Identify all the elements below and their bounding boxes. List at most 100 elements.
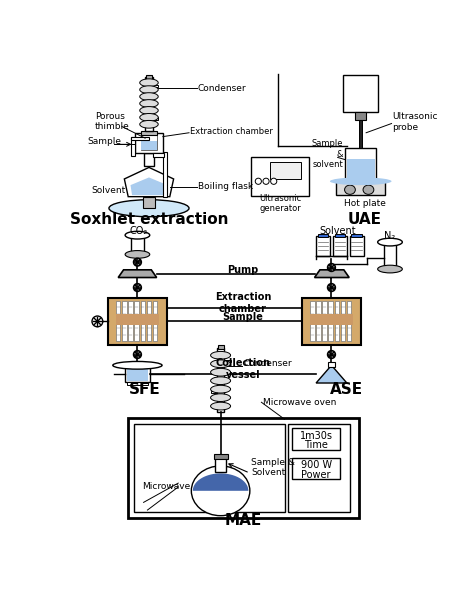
Bar (125, 365, 150, 382)
Text: Pump: Pump (228, 265, 258, 275)
Bar (328, 301, 333, 342)
Bar (153, 301, 157, 342)
Ellipse shape (271, 178, 277, 184)
Ellipse shape (210, 368, 231, 376)
Text: Collection
vessel: Collection vessel (215, 358, 271, 380)
Bar (356, 112, 366, 120)
Ellipse shape (255, 178, 261, 184)
Text: Ultrasonic
generator: Ultrasonic generator (260, 194, 302, 213)
Bar (140, 301, 145, 342)
Ellipse shape (378, 265, 402, 273)
Text: CO₂: CO₂ (130, 225, 148, 235)
Ellipse shape (134, 350, 141, 358)
Bar (140, 135, 157, 151)
Bar (328, 362, 335, 367)
Bar (384, 242, 396, 269)
Bar (135, 133, 163, 153)
Bar (350, 236, 364, 256)
Text: SFE: SFE (129, 382, 161, 397)
Bar (163, 152, 167, 197)
Bar (214, 454, 228, 459)
Text: N₂: N₂ (384, 231, 396, 241)
Ellipse shape (92, 316, 103, 327)
Polygon shape (315, 270, 349, 278)
Bar (153, 85, 158, 87)
Text: Condenser: Condenser (198, 84, 246, 93)
Ellipse shape (263, 178, 269, 184)
Bar (134, 424, 284, 512)
Bar (359, 120, 362, 148)
Bar (141, 141, 157, 149)
Text: Sample: Sample (87, 138, 121, 146)
Bar (215, 456, 226, 471)
Bar (346, 148, 376, 181)
Bar (144, 153, 155, 166)
Bar (122, 301, 127, 342)
Ellipse shape (140, 107, 158, 114)
Bar (310, 301, 315, 342)
Bar (131, 235, 144, 254)
Bar (146, 75, 152, 79)
Bar (217, 348, 225, 412)
Text: UAE: UAE (347, 212, 382, 227)
Text: Porous
thimble: Porous thimble (95, 111, 130, 131)
Ellipse shape (113, 362, 162, 369)
Bar (145, 77, 153, 131)
Bar (141, 131, 157, 135)
Ellipse shape (140, 79, 158, 87)
Ellipse shape (210, 402, 231, 410)
Bar (116, 314, 159, 325)
Bar (316, 301, 321, 342)
Ellipse shape (210, 385, 231, 393)
Ellipse shape (210, 377, 231, 384)
Bar (218, 345, 224, 349)
Text: Extraction chamber: Extraction chamber (190, 127, 273, 136)
Text: Power: Power (301, 470, 331, 480)
Ellipse shape (140, 120, 158, 128)
Text: Time: Time (304, 441, 328, 450)
Ellipse shape (140, 93, 158, 100)
Bar (343, 75, 378, 112)
Text: Sample
&
solvent: Sample & solvent (311, 139, 343, 169)
Ellipse shape (125, 251, 150, 259)
Ellipse shape (330, 177, 392, 185)
Bar (288, 424, 350, 512)
Bar (128, 417, 359, 518)
Ellipse shape (109, 200, 189, 216)
Ellipse shape (191, 466, 250, 516)
Ellipse shape (328, 264, 335, 272)
Bar (251, 157, 309, 196)
Text: ASE: ASE (330, 382, 364, 397)
Bar (128, 301, 133, 342)
Ellipse shape (140, 113, 158, 121)
Text: Extraction
chamber: Extraction chamber (215, 292, 271, 314)
Bar (127, 367, 148, 381)
Bar (210, 391, 217, 393)
Bar (292, 458, 340, 479)
Ellipse shape (328, 283, 335, 291)
Text: Sample &
Solvent: Sample & Solvent (251, 458, 295, 477)
Ellipse shape (140, 86, 158, 94)
Ellipse shape (363, 185, 374, 195)
Text: MAE: MAE (224, 512, 262, 528)
Text: Ultrasonic
probe: Ultrasonic probe (392, 112, 438, 132)
Text: Hot plate: Hot plate (344, 199, 385, 208)
Ellipse shape (134, 259, 141, 266)
Bar (302, 298, 361, 345)
Bar (335, 234, 346, 237)
Bar (352, 234, 362, 237)
Text: Condenser: Condenser (244, 359, 292, 368)
Text: Microwave oven: Microwave oven (263, 398, 337, 407)
Polygon shape (193, 473, 248, 491)
Bar (127, 382, 148, 384)
Bar (292, 428, 340, 450)
Polygon shape (118, 270, 157, 278)
Bar (146, 301, 151, 342)
Bar (322, 301, 327, 342)
Ellipse shape (210, 394, 231, 401)
Ellipse shape (140, 100, 158, 107)
Bar (153, 117, 158, 120)
Bar (116, 301, 120, 342)
Bar (347, 159, 374, 181)
Ellipse shape (125, 231, 150, 239)
